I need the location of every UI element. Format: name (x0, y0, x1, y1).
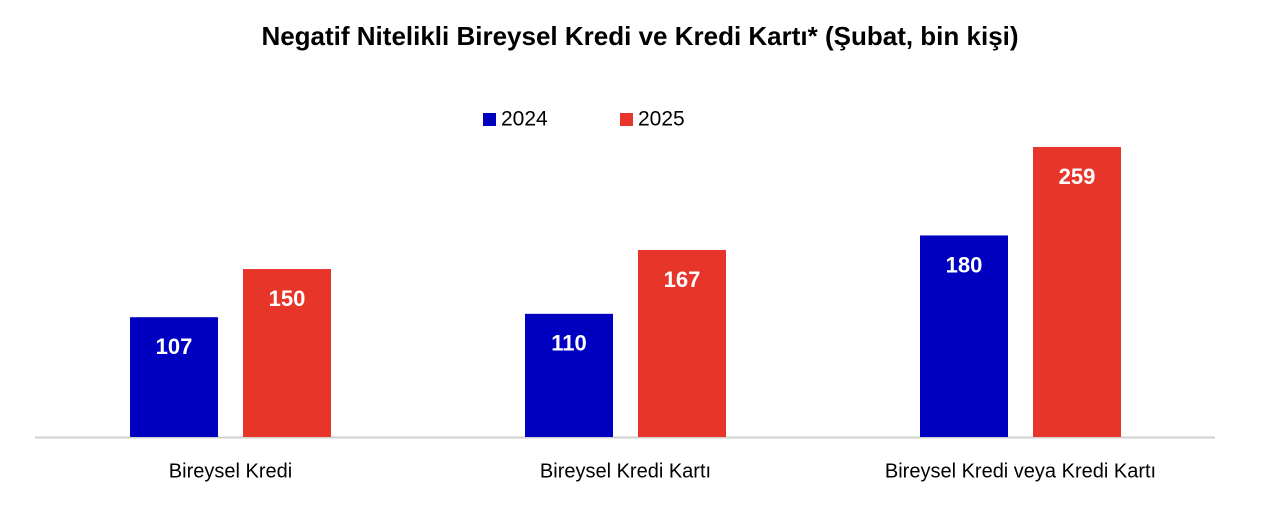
bar (243, 269, 331, 437)
x-tick-label: Bireysel Kredi veya Kredi Kartı (885, 460, 1156, 482)
bar (130, 317, 218, 437)
data-label: 167 (664, 267, 701, 292)
data-label: 110 (551, 331, 587, 356)
data-label: 150 (269, 286, 306, 311)
bar (525, 313, 613, 437)
x-tick-label: Bireysel Kredi (169, 460, 292, 482)
bar (920, 235, 1008, 437)
legend-swatch (620, 113, 633, 126)
legend-label: 2024 (501, 108, 548, 131)
legend-label: 2025 (638, 108, 685, 131)
data-label: 259 (1059, 164, 1096, 189)
bar (1033, 147, 1121, 437)
data-label: 180 (946, 252, 983, 277)
legend-swatch (483, 113, 496, 126)
x-tick-label: Bireysel Kredi Kartı (540, 460, 711, 482)
data-label: 107 (156, 334, 193, 359)
bar (638, 250, 726, 437)
chart-title: Negatif Nitelikli Bireysel Kredi ve Kred… (261, 21, 1018, 51)
